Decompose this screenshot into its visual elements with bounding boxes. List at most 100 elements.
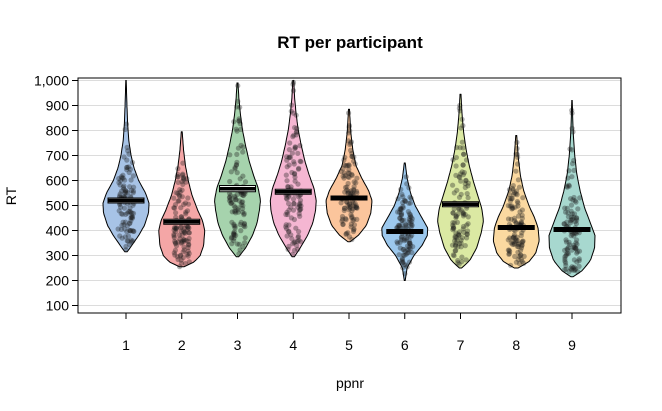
- data-point-4: [292, 239, 298, 245]
- data-point-5: [346, 170, 352, 176]
- data-point-2: [175, 198, 181, 204]
- data-point-4: [288, 215, 294, 221]
- data-point-7: [456, 105, 462, 111]
- data-point-8: [513, 220, 519, 226]
- data-point-2: [174, 225, 180, 231]
- data-point-1: [123, 121, 130, 127]
- data-point-1: [121, 154, 127, 160]
- data-point-3: [236, 116, 242, 122]
- data-point-5: [346, 204, 352, 210]
- data-point-3: [238, 142, 244, 148]
- data-point-2: [176, 192, 182, 198]
- data-point-1: [123, 243, 129, 250]
- data-point-8: [507, 195, 513, 202]
- data-point-3: [235, 83, 241, 89]
- data-point-3: [232, 193, 238, 199]
- data-point-9: [566, 168, 572, 174]
- data-point-4: [295, 234, 301, 241]
- data-point-7: [460, 162, 466, 168]
- data-point-5: [349, 236, 355, 243]
- data-point-6: [397, 239, 403, 245]
- data-point-4: [297, 197, 304, 203]
- data-point-4: [284, 154, 290, 160]
- data-point-4: [293, 132, 299, 138]
- data-point-3: [238, 191, 245, 197]
- data-point-4: [295, 166, 302, 172]
- data-point-1: [125, 238, 131, 244]
- data-point-6: [404, 250, 410, 256]
- data-point-9: [572, 266, 579, 272]
- data-point-2: [183, 237, 189, 243]
- data-point-8: [511, 215, 518, 221]
- data-point-7: [453, 248, 459, 254]
- data-point-4: [294, 128, 300, 135]
- data-point-8: [517, 252, 524, 258]
- data-point-2: [183, 211, 189, 217]
- data-point-8: [519, 242, 525, 248]
- data-point-9: [568, 233, 574, 239]
- data-point-7: [465, 195, 471, 201]
- data-point-1: [125, 148, 131, 154]
- data-point-9: [565, 175, 571, 181]
- data-point-5: [349, 171, 355, 177]
- data-point-9: [571, 257, 578, 263]
- data-point-7: [463, 257, 469, 263]
- data-point-7: [453, 240, 459, 246]
- data-point-4: [289, 169, 295, 176]
- data-point-4: [297, 203, 303, 209]
- data-point-5: [341, 157, 347, 163]
- data-point-6: [402, 262, 408, 268]
- data-point-1: [128, 187, 134, 193]
- data-point-9: [567, 146, 573, 152]
- data-point-5: [354, 190, 360, 196]
- data-point-7: [452, 235, 458, 241]
- data-point-4: [284, 226, 290, 232]
- data-point-1: [120, 219, 126, 225]
- y-tick-label: 200: [46, 273, 70, 289]
- data-point-3: [228, 200, 234, 206]
- data-point-3: [240, 144, 246, 150]
- data-point-1: [128, 177, 134, 183]
- data-point-9: [573, 221, 580, 227]
- data-point-2: [185, 201, 192, 207]
- data-point-2: [173, 226, 179, 232]
- data-point-9: [571, 264, 577, 270]
- data-point-8: [511, 218, 518, 224]
- data-point-8: [505, 203, 511, 209]
- data-point-6: [407, 217, 413, 223]
- data-point-9: [574, 250, 580, 256]
- data-point-3: [228, 192, 234, 199]
- data-point-6: [406, 200, 412, 206]
- data-point-2: [172, 202, 179, 208]
- data-point-2: [173, 240, 179, 246]
- data-point-5: [341, 207, 347, 214]
- data-point-6: [403, 222, 409, 228]
- data-point-4: [292, 174, 298, 180]
- data-point-6: [401, 197, 407, 203]
- data-point-4: [297, 143, 303, 149]
- data-point-1: [127, 184, 133, 190]
- data-point-6: [396, 222, 402, 228]
- data-point-3: [232, 223, 238, 229]
- data-point-8: [515, 256, 521, 263]
- data-point-3: [240, 192, 246, 198]
- data-point-1: [128, 209, 134, 215]
- data-point-9: [561, 221, 567, 227]
- data-point-7: [458, 240, 464, 246]
- data-point-2: [186, 225, 192, 231]
- data-point-4: [292, 144, 299, 151]
- data-point-2: [178, 205, 184, 211]
- data-point-3: [228, 235, 235, 241]
- data-point-8: [516, 261, 523, 267]
- data-point-2: [179, 179, 185, 185]
- data-point-6: [407, 213, 414, 220]
- data-point-5: [344, 184, 350, 190]
- data-point-4: [284, 196, 290, 202]
- data-point-2: [186, 235, 192, 242]
- data-point-2: [180, 181, 186, 187]
- data-point-7: [456, 241, 463, 247]
- data-point-3: [234, 241, 240, 247]
- data-point-4: [286, 162, 292, 168]
- data-point-6: [405, 209, 411, 215]
- data-point-4: [298, 206, 304, 212]
